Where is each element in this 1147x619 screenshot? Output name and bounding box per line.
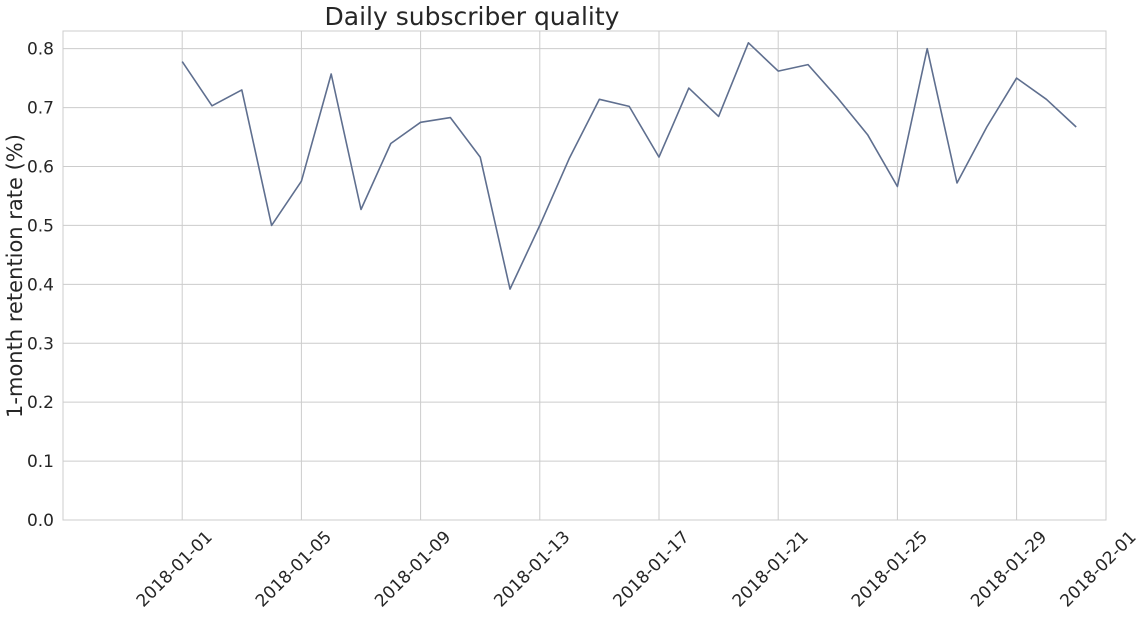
y-tick-label: 0.4 (27, 275, 54, 295)
y-tick-label: 0.8 (27, 40, 54, 60)
y-tick-label: 0.3 (27, 334, 54, 354)
y-tick-label: 0.1 (27, 452, 54, 472)
y-tick-label: 0.7 (27, 99, 54, 119)
x-tick-label: 2018-02-01 (1057, 527, 1141, 611)
y-tick-label: 0.2 (27, 393, 54, 413)
y-axis-ticks: 0.0 0.1 0.2 0.3 0.4 0.5 0.6 0.7 0.8 (27, 40, 54, 531)
x-tick-label: 2018-01-21 (729, 527, 813, 611)
y-tick-label: 0.6 (27, 158, 54, 178)
x-tick-label: 2018-01-01 (133, 527, 217, 611)
y-tick-label: 0.5 (27, 216, 54, 236)
grid (63, 31, 1107, 521)
series-line (181, 41, 1077, 290)
x-tick-label: 2018-01-25 (848, 527, 932, 611)
plot-area (62, 30, 1107, 521)
y-axis-label: 1-month retention rate (%) (3, 134, 27, 418)
x-tick-label: 2018-01-17 (610, 527, 694, 611)
series-layer (181, 41, 1077, 290)
y-tick-label: 0.0 (27, 511, 54, 531)
chart-title: Daily subscriber quality (325, 2, 620, 31)
x-tick-label: 2018-01-09 (371, 527, 455, 611)
x-tick-label: 2018-01-13 (490, 527, 574, 611)
x-axis-ticks: 2018-01-01 2018-01-05 2018-01-09 2018-01-13… (133, 527, 1141, 611)
x-tick-label: 2018-01-29 (967, 527, 1051, 611)
x-tick-label: 2018-01-05 (252, 527, 336, 611)
